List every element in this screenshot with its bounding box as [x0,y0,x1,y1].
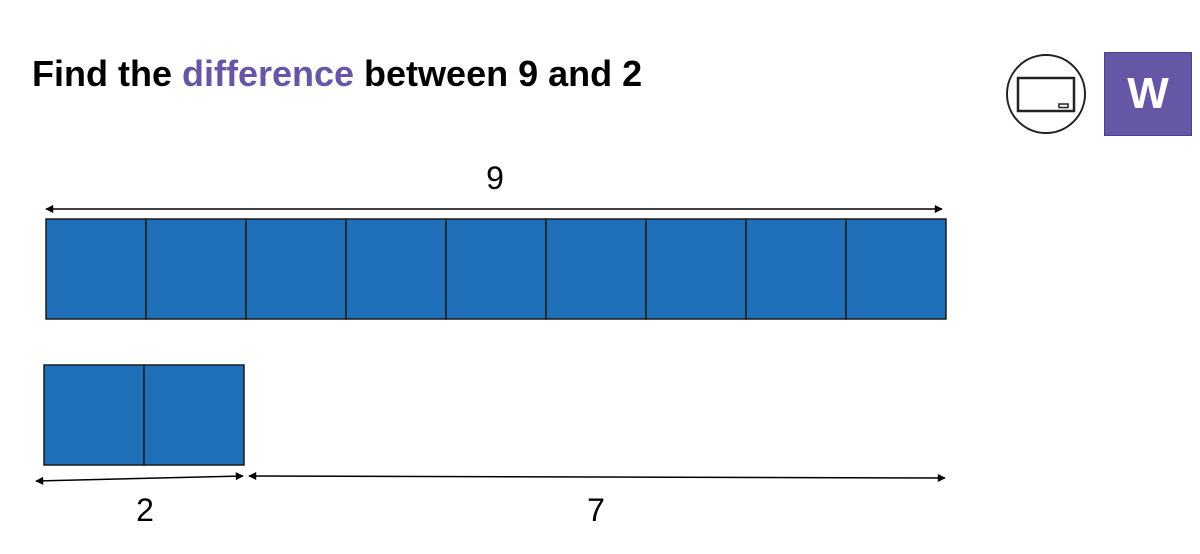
difference-label: 7 [587,492,605,528]
title-suffix: between 9 and 2 [354,53,643,94]
whole-bar-cell [445,218,547,320]
whole-bar-cell [245,218,347,320]
whole-bar-cell [645,218,747,320]
title-highlight-word: difference [181,53,355,94]
whole-bar-cell [145,218,247,320]
part-arrow [35,472,244,485]
difference-arrow [248,472,946,482]
whiteboard-icon[interactable] [1006,54,1086,134]
part-label: 2 [136,492,154,528]
whole-bar-cell [745,218,847,320]
part-bar [43,364,245,466]
part-bar-cell [143,364,245,466]
whole-label: 9 [486,160,504,196]
whiteboard-icon-glyph [1016,76,1076,113]
whole-bar-cell [545,218,647,320]
worksheet-badge[interactable]: W [1104,52,1192,136]
whole-bar-cell [845,218,947,320]
whole-bar-cell [45,218,147,320]
whole-bar-cell [345,218,447,320]
part-bar-cell [43,364,145,466]
whole-bar [45,218,947,320]
page-title: Find the difference between 9 and 2 [32,52,642,96]
title-prefix: Find the [32,53,182,94]
